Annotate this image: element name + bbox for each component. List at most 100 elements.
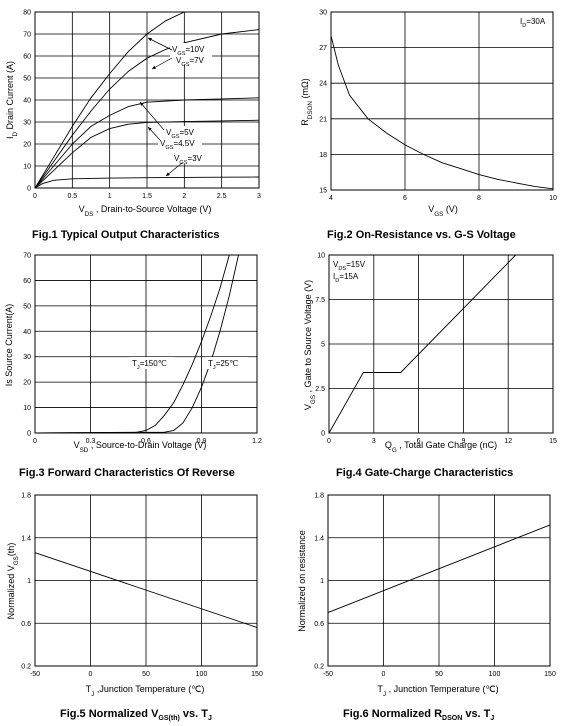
y-tick-label: 10 [23, 405, 31, 412]
x-axis-label: VDS , Drain-to-Source Voltage (V) [79, 204, 212, 218]
x-tick-label: 50 [142, 671, 150, 678]
y-tick-label: 60 [23, 278, 31, 285]
caption-fig3: Fig.3 Forward Characteristics Of Reverse [19, 467, 235, 479]
plot-frame [34, 254, 258, 434]
label-tj-25: TJ=25℃ [208, 359, 238, 371]
chart-fig3-forward-characteristics: 0 0.3 0.6 0.9 1.2 0 10 20 30 40 50 60 70 VSD , Source… [4, 253, 262, 454]
x-tick-label: 12 [504, 438, 512, 445]
x-tick-label: 0.6 [141, 438, 151, 445]
chart-fig2-on-resistance: 4 6 8 10 15 18 21 24 27 30 VGS (V) RDSON (mΩ) ID=30A [300, 10, 557, 218]
series-line-1 [34, 11, 185, 189]
y-tick-label: 1 [27, 578, 31, 585]
label-vgs-7v: VGS=7V [176, 56, 205, 68]
y-tick-label: 0 [27, 186, 31, 193]
y-tick-label: 50 [23, 303, 31, 310]
x-tick-label: 0.3 [86, 438, 96, 445]
x-tick-label: -50 [30, 671, 40, 678]
x-tick-label: 1 [108, 193, 112, 200]
x-tick-label: 2.5 [217, 193, 227, 200]
chart-fig6-normalized-rdson: -50 0 50 100 150 0.2 0.6 1 1.4 1.8 TJ , Junction T… [297, 493, 556, 698]
series-line-2 [34, 254, 239, 434]
label-tj-150: TJ=150℃ [132, 359, 167, 371]
y-tick-label: 0.2 [21, 664, 31, 671]
caption-fig6-text: Fig.6 Normalized R [343, 708, 443, 720]
x-tick-label: 15 [549, 438, 557, 445]
x-tick-label: 150 [251, 671, 263, 678]
label-vgs-10v: VGS=10V [172, 45, 205, 57]
arrow-vgs-4-5v-head [148, 127, 152, 131]
label-background [158, 126, 202, 159]
caption-fig5-sub: GS(th) [158, 715, 180, 723]
y-tick-label: 0.6 [314, 621, 324, 628]
y-axis-label: Normalized VGS(th) [6, 543, 20, 620]
label-vgs-4-5v: VGS=4.5V [160, 139, 195, 151]
label-background [170, 43, 212, 65]
x-tick-label: 0.5 [67, 193, 77, 200]
x-axis-label: TJ ,Junction Temperature (℃) [86, 684, 205, 698]
x-tick-label: 6 [417, 438, 421, 445]
x-tick-label: 150 [544, 671, 556, 678]
x-tick-label: 10 [549, 195, 557, 202]
caption-fig5-text2: vs. T [179, 708, 208, 720]
y-tick-label: 60 [23, 54, 31, 61]
plot-frame [34, 11, 260, 189]
arrow-vgs-5v [139, 101, 165, 131]
y-axis-label: Normalized on resistance [297, 530, 307, 632]
y-axis-label: ID Drain Current (A) [5, 61, 19, 139]
caption-fig5-text: Fig.5 Normalized V [60, 708, 159, 720]
arrow-vgs-10v-head [148, 38, 152, 42]
label-vds-15v: VDS=15V [333, 260, 366, 272]
y-tick-label: 20 [23, 380, 31, 387]
series-line-3 [34, 97, 260, 189]
y-tick-label: 10 [317, 253, 325, 260]
caption-fig1: Fig.1 Typical Output Characteristics [32, 229, 220, 241]
caption-fig5: Fig.5 Normalized VGS(th) vs. TJ [60, 708, 212, 722]
x-tick-label: 1.2 [252, 438, 262, 445]
y-axis-label: Is Source Current(A) [4, 304, 14, 387]
y-tick-label: 1.8 [314, 493, 324, 500]
caption-fig5-sub2: J [207, 715, 212, 723]
y-tick-label: 2.5 [315, 386, 325, 393]
x-tick-label: 0 [33, 438, 37, 445]
label-background [170, 154, 210, 164]
y-tick-label: 0 [27, 431, 31, 438]
x-axis-label: VSD , Source-to-Drain Voltage (V) [74, 440, 207, 454]
arrow-vgs-7v [151, 57, 173, 70]
x-tick-label: 4 [329, 195, 333, 202]
arrow-vgs-5v-head [140, 102, 144, 106]
y-tick-label: 10 [23, 164, 31, 171]
plot-frame [328, 254, 554, 434]
x-tick-label: 50 [435, 671, 443, 678]
y-tick-label: 50 [23, 76, 31, 83]
x-tick-label: 0.9 [197, 438, 207, 445]
plot-frame [330, 11, 554, 191]
x-tick-label: 100 [196, 671, 208, 678]
series-line-2 [34, 29, 260, 189]
series-line-1 [328, 254, 517, 434]
label-id-30a: ID=30A [520, 17, 546, 29]
y-tick-label: 30 [319, 10, 327, 17]
y-tick-label: 30 [23, 354, 31, 361]
y-tick-label: 15 [319, 188, 327, 195]
label-background [206, 357, 248, 369]
series-line-1 [34, 254, 230, 434]
y-tick-label: 18 [319, 152, 327, 159]
x-tick-label: 0 [89, 671, 93, 678]
y-tick-label: 5 [321, 342, 325, 349]
caption-fig6: Fig.6 Normalized RDSON vs. TJ [343, 708, 494, 722]
x-tick-label: 6 [403, 195, 407, 202]
caption-fig6-sub: DSON [442, 715, 463, 723]
series-line-4 [34, 119, 260, 189]
chart-fig5-normalized-vgsth: -50 0 50 100 150 0.2 0.6 1 1.4 1.8 TJ ,Junction Te… [6, 493, 263, 698]
x-tick-label: 9 [461, 438, 465, 445]
y-tick-label: 70 [23, 253, 31, 260]
caption-fig4: Fig.4 Gate-Charge Characteristics [336, 467, 514, 479]
y-tick-label: 0.2 [314, 664, 324, 671]
label-vgs-5v: VGS=5V [166, 128, 195, 140]
x-axis-label: QG , Total Gate Charge (nC) [385, 440, 497, 454]
caption-fig6-sub2: J [490, 715, 495, 723]
label-background [331, 258, 371, 284]
y-tick-label: 27 [319, 45, 327, 52]
